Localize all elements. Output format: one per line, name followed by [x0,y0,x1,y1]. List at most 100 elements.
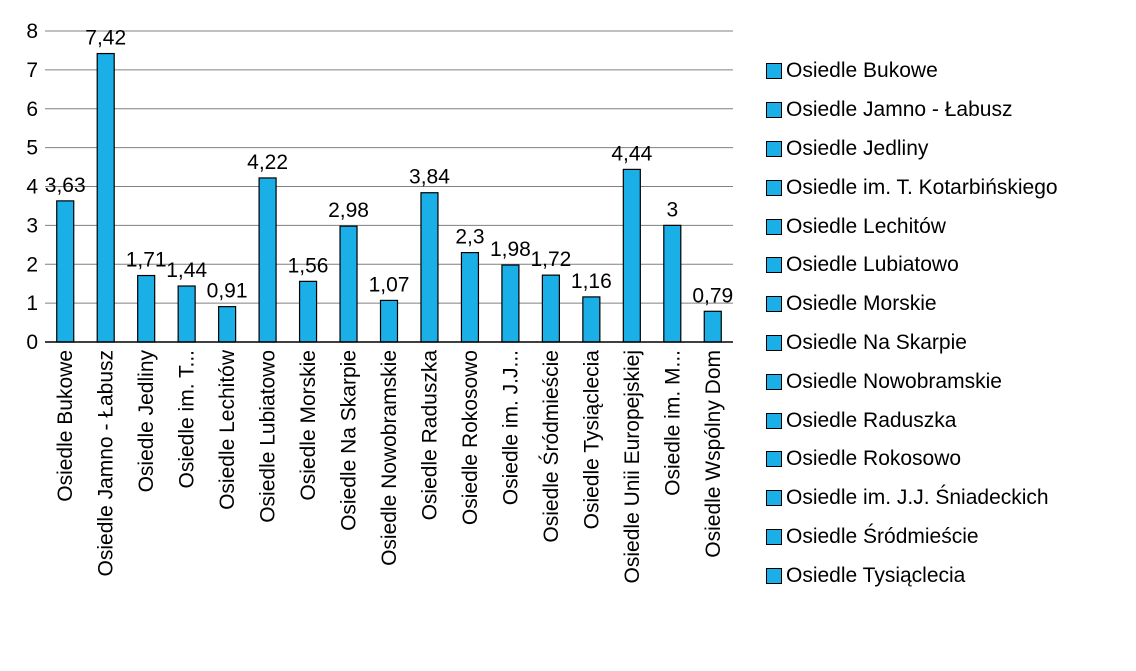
legend-label: Osiedle Morskie [786,292,937,316]
x-tick-label: Osiedle Śródmieście [539,350,563,543]
legend-swatch [766,373,782,390]
data-label: 4,44 [611,142,652,165]
data-label: 2,98 [328,199,369,222]
legend-swatch [766,567,782,584]
legend-item: Osiedle Lubiatowo [766,246,1134,285]
data-label: 0,91 [207,280,248,303]
data-label: 1,56 [288,254,329,277]
x-tick-label: Osiedle Lubiatowo [257,350,280,523]
x-axis-labels: Osiedle Bukowe Osiedle Jamno - Łabusz Osie… [54,349,725,583]
data-label: 0,79 [692,284,733,307]
data-label: 1,16 [571,270,612,293]
legend-item: Osiedle im. J.J. Śniadeckich [766,479,1134,518]
gridlines [45,30,733,304]
legend-item: Osiedle im. T. Kotarbińskiego [766,168,1134,207]
legend-label: Osiedle im. J.J. Śniadeckich [786,486,1049,510]
legend-swatch [766,528,782,545]
data-label: 4,22 [247,151,288,174]
x-tick-label: Osiedle Jedliny [135,350,158,493]
bar [622,168,641,343]
legend-swatch [766,179,782,196]
data-label: 7,42 [85,27,126,50]
legend-item: Osiedle Bukowe [766,52,1134,91]
legend-label: Osiedle Rokosowo [786,447,962,471]
x-tick-label: Osiedle Rokosowo [459,350,482,525]
y-axis-ticks: 0 1 2 3 4 5 6 7 8 [26,20,38,354]
legend-label: Osiedle Raduszka [786,408,957,432]
bar [339,225,358,343]
bar [460,251,480,343]
data-label: 3,84 [409,166,450,189]
bar [420,192,439,343]
data-label: 1,07 [369,273,410,296]
legend-item: Osiedle Jedliny [766,130,1134,169]
x-tick-label: Osiedle Raduszka [418,350,441,521]
data-label: 3 [666,198,678,221]
bar [56,200,75,343]
bar [541,274,560,343]
y-tick-label: 8 [26,20,38,43]
legend-swatch [766,102,782,119]
legend-swatch [766,412,782,429]
data-label: 1,98 [490,238,531,261]
x-tick-label: Osiedle Unii Europejskiej [621,350,644,583]
bar [379,299,399,343]
x-tick-label: Osiedle Morskie [297,350,320,501]
bar [703,310,722,343]
bars [56,52,722,343]
legend-item: Osiedle Śródmieście [766,518,1134,557]
legend-item: Osiedle Rokosowo [766,440,1134,479]
x-tick-label: Osiedle Nowobramskie [378,350,401,566]
legend-item: Osiedle Lechitów [766,207,1134,246]
legend-item: Osiedle Nowobramskie [766,362,1134,401]
x-tick-label: Osiedle Na Skarpie [338,350,361,531]
bar [258,177,277,343]
legend-swatch [766,490,782,507]
legend-item: Osiedle Jamno - Łabusz [766,91,1134,130]
bar [137,274,156,343]
data-labels: 3,63 7,42 1,71 1,440,91 4,22 1,56 2,98 1,07 3,84… [45,27,733,308]
legend-swatch [766,218,782,235]
legend-label: Osiedle Na Skarpie [786,330,967,354]
legend-label: Osiedle Jedliny [786,136,929,160]
bar [582,296,601,343]
bar [96,52,115,343]
x-tick-label: Osiedle im. M... [661,350,684,496]
y-tick-label: 2 [26,253,38,276]
legend-label: Osiedle Lechitów [786,214,946,238]
bar [663,224,682,343]
legend-swatch [766,257,782,274]
data-label: 3,63 [45,174,86,197]
data-label: 2,3 [455,226,484,249]
x-tick-label: Osiedle Lechitów [216,349,239,510]
bar [218,306,237,343]
legend-label: Osiedle Tysiąclecia [786,563,966,587]
bar [298,280,318,343]
y-tick-label: 6 [26,98,38,121]
legend-label: Osiedle Nowobramskie [786,369,1002,393]
legend-swatch [766,451,782,468]
legend-item: Osiedle Raduszka [766,401,1134,440]
x-tick-label: Osiedle im. J.J... [499,350,522,505]
data-label: 1,72 [530,248,571,271]
x-tick-label: Osiedle Jamno - Łabusz [95,350,118,576]
data-label: 1,71 [126,249,167,272]
legend-swatch [766,296,782,313]
bar [177,285,196,343]
bar [501,264,520,343]
y-tick-label: 0 [26,331,38,354]
y-tick-label: 3 [26,214,38,237]
legend-label: Osiedle Śródmieście [786,524,979,548]
y-tick-label: 1 [26,292,38,315]
legend-label: Osiedle im. T. Kotarbińskiego [786,175,1058,199]
legend-swatch [766,140,782,157]
x-tick-label: Osiedle Wspólny Dom [702,350,725,558]
legend-swatch [766,63,782,80]
y-tick-label: 7 [26,59,38,82]
legend-item: Osiedle Morskie [766,285,1134,324]
legend-item: Osiedle Na Skarpie [766,324,1134,363]
legend-label: Osiedle Jamno - Łabusz [786,98,1013,122]
x-tick-label: Osiedle Tysiąclecia [580,350,603,530]
x-tick-label: Osiedle Bukowe [54,350,77,502]
